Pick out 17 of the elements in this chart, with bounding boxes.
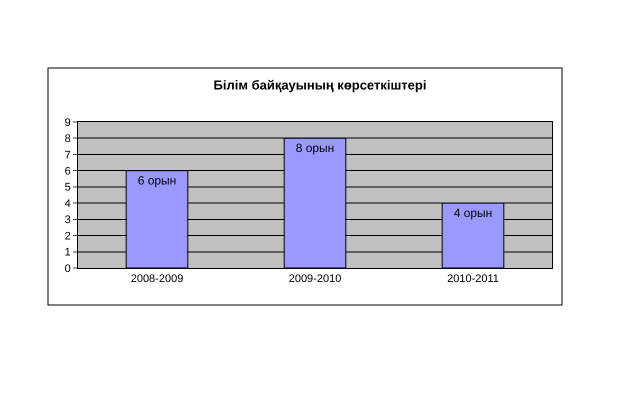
y-tick-label: 5: [64, 182, 71, 194]
x-tick-label: 2010-2011: [447, 273, 499, 286]
data-label: 8 орын: [296, 141, 334, 156]
data-label: 4 орын: [454, 206, 492, 220]
data-label: 6 орын: [138, 174, 176, 188]
y-tick-label: 0: [64, 262, 71, 275]
y-tick-label: 2: [64, 230, 71, 242]
y-tick-label: 6: [64, 166, 71, 178]
y-tick-label: 8: [64, 133, 71, 146]
chart-title: Білім байқауының көрсеткіштері: [214, 78, 426, 93]
y-tick-label: 7: [64, 149, 71, 162]
y-tick-label: 3: [64, 214, 71, 226]
x-tick-label: 2009-2010: [288, 273, 342, 286]
y-tick-label: 9: [64, 116, 71, 129]
y-tick-label: 4: [64, 198, 71, 210]
x-tick-label: 2008-2009: [130, 273, 184, 286]
y-tick-label: 1: [64, 246, 71, 259]
